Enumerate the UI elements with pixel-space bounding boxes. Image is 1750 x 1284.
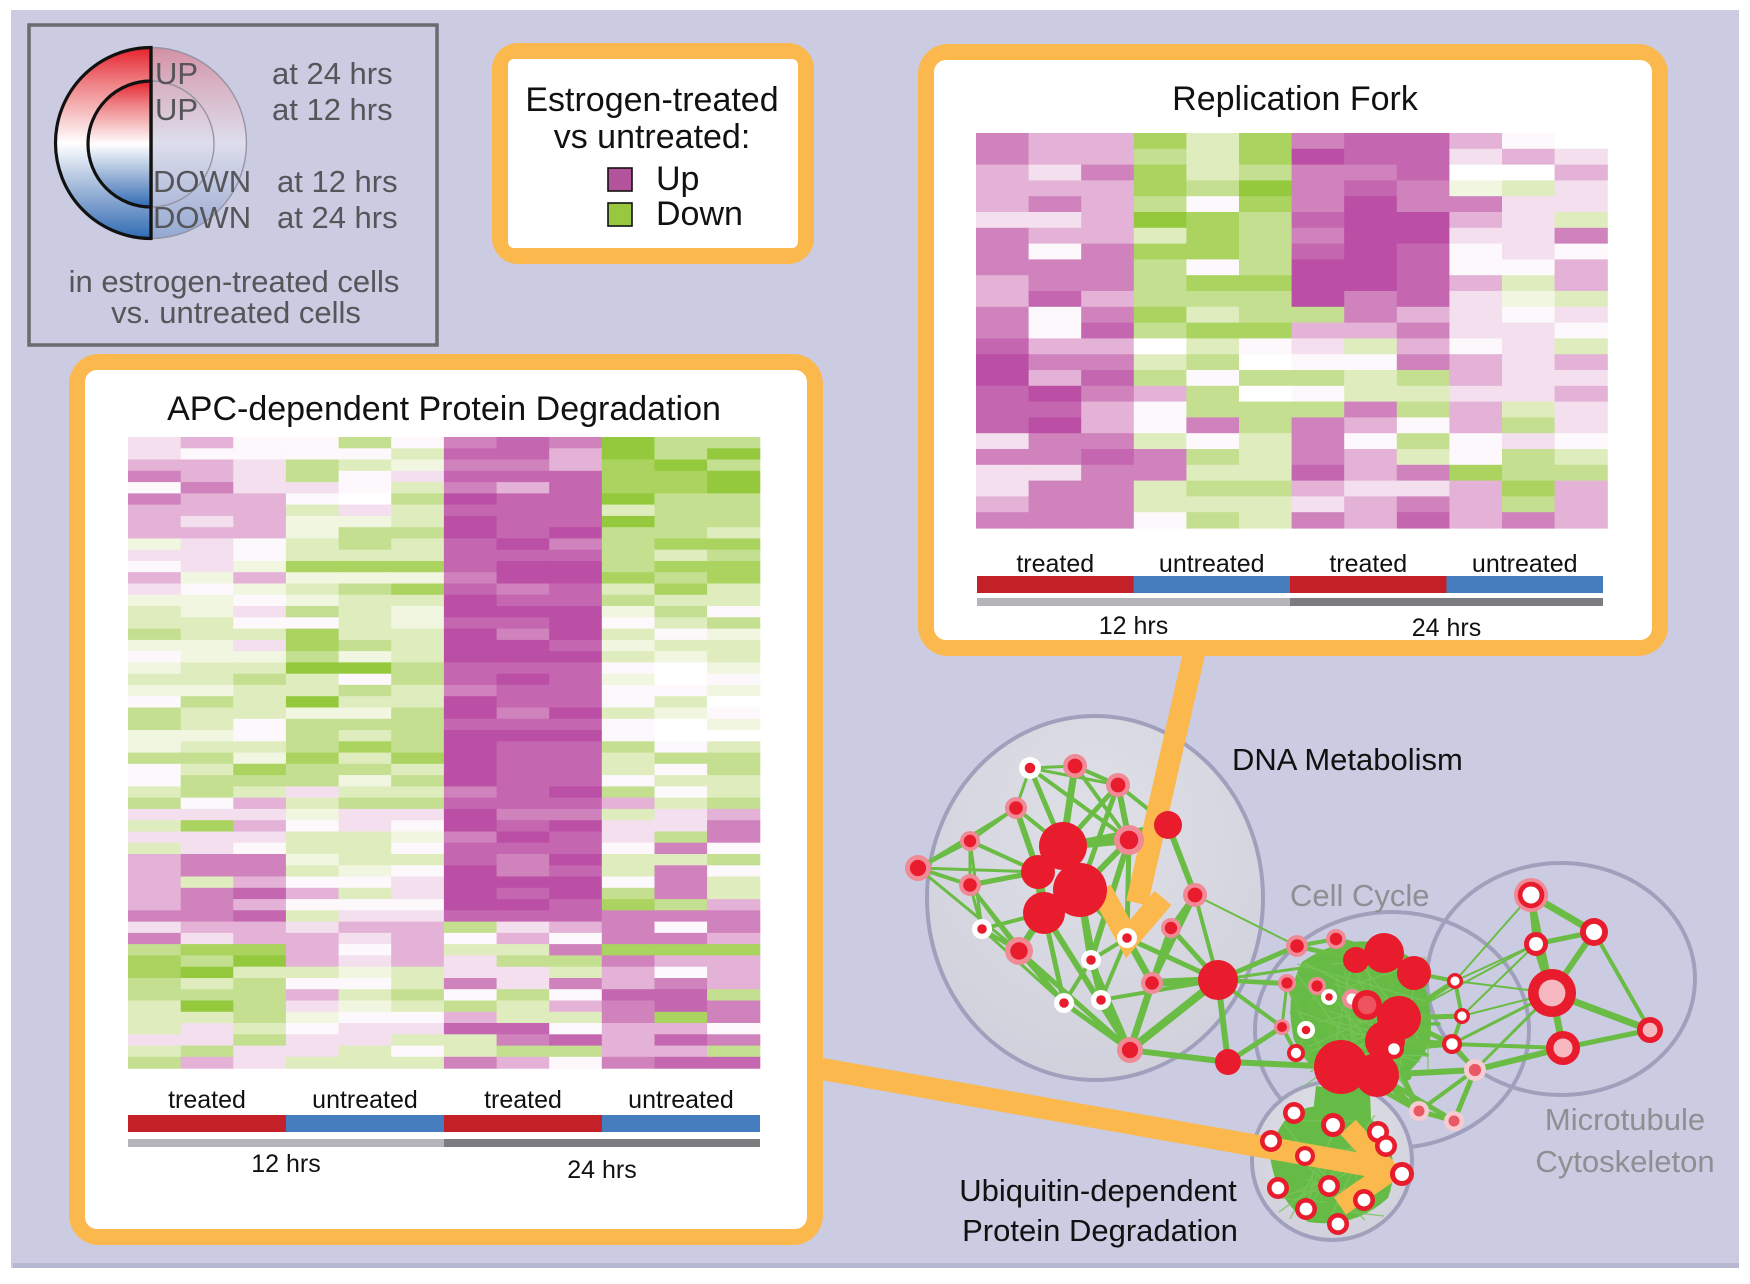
svg-text:untreated: untreated [628,1086,734,1114]
svg-text:UP: UP [155,56,198,91]
svg-text:untreated: untreated [312,1086,418,1114]
svg-text:UP: UP [155,92,198,127]
svg-text:24 hrs: 24 hrs [1412,614,1481,642]
svg-text:at 24 hrs: at 24 hrs [277,200,398,235]
svg-text:vs untreated:: vs untreated: [554,118,751,156]
svg-text:Estrogen-treated: Estrogen-treated [525,81,778,119]
svg-text:at 12 hrs: at 12 hrs [277,164,398,199]
svg-text:Cytoskeleton: Cytoskeleton [1535,1144,1714,1179]
svg-text:treated: treated [1329,550,1407,578]
svg-text:in estrogen-treated cells: in estrogen-treated cells [69,264,400,299]
svg-text:DOWN: DOWN [153,164,251,199]
svg-text:DNA Metabolism: DNA Metabolism [1232,742,1463,777]
svg-text:treated: treated [1016,550,1094,578]
svg-text:Ubiquitin-dependent: Ubiquitin-dependent [959,1173,1237,1208]
svg-text:untreated: untreated [1159,550,1265,578]
svg-text:at 24 hrs: at 24 hrs [272,56,393,91]
svg-text:Protein Degradation: Protein Degradation [962,1213,1238,1248]
svg-text:treated: treated [484,1086,562,1114]
svg-text:Microtubule: Microtubule [1545,1102,1705,1137]
svg-text:12 hrs: 12 hrs [1099,612,1168,640]
svg-text:Cell Cycle: Cell Cycle [1290,878,1430,913]
svg-text:12 hrs: 12 hrs [251,1150,320,1178]
svg-text:24 hrs: 24 hrs [567,1156,636,1184]
svg-text:DOWN: DOWN [153,200,251,235]
svg-text:treated: treated [168,1086,246,1114]
svg-text:vs. untreated cells: vs. untreated cells [111,295,361,330]
svg-text:at 12 hrs: at 12 hrs [272,92,393,127]
svg-text:untreated: untreated [1472,550,1578,578]
svg-text:APC-dependent Protein Degradat: APC-dependent Protein Degradation [167,390,721,428]
svg-text:Up: Up [656,160,699,198]
svg-text:Down: Down [656,195,743,233]
svg-text:Replication Fork: Replication Fork [1172,80,1419,118]
